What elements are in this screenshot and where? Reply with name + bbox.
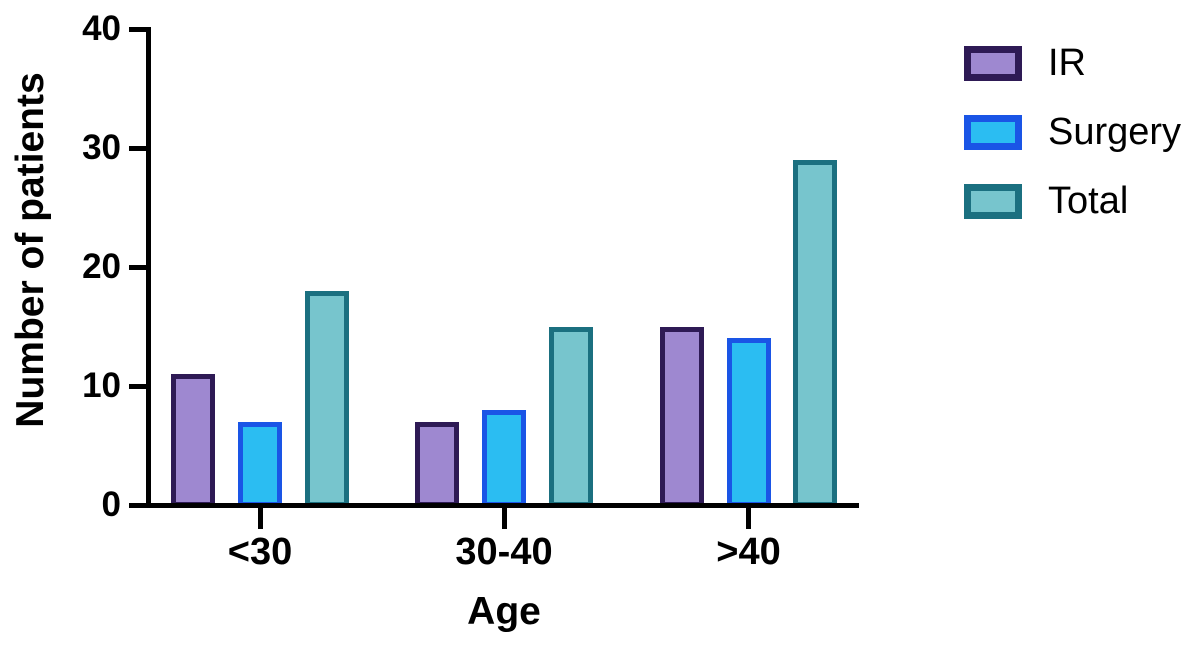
- legend-item-surgery: Surgery: [964, 113, 1181, 151]
- bar-total-3: [793, 159, 838, 507]
- x-tick-label-1: <30: [227, 531, 293, 573]
- bar-surgery-2: [482, 409, 526, 507]
- x-tick-2: [501, 505, 507, 529]
- y-tick-label-20: 20: [82, 247, 121, 286]
- y-axis-line: [145, 26, 151, 508]
- bar-total-2: [548, 326, 593, 507]
- bar-ir-1: [171, 374, 216, 507]
- legend-swatch-ir: [964, 45, 1022, 81]
- x-axis-title: Age: [467, 590, 541, 633]
- y-tick-label-40: 40: [82, 9, 121, 48]
- bar-ir-3: [659, 326, 704, 507]
- bar-total-1: [304, 290, 349, 507]
- y-tick-20: [129, 264, 148, 270]
- x-tick-1: [257, 505, 263, 529]
- legend-item-ir: IR: [964, 44, 1181, 82]
- legend-label-ir: IR: [1048, 42, 1086, 84]
- x-axis-line: [129, 502, 859, 508]
- y-tick-40: [129, 26, 148, 32]
- y-tick-label-0: 0: [101, 485, 121, 524]
- x-tick-label-2: 30-40: [455, 531, 553, 573]
- y-tick-10: [129, 383, 148, 389]
- legend-item-total: Total: [964, 182, 1181, 220]
- legend-swatch-surgery: [964, 114, 1022, 150]
- legend-label-surgery: Surgery: [1048, 111, 1182, 153]
- y-tick-label-10: 10: [82, 366, 121, 405]
- x-tick-label-3: >40: [716, 531, 781, 573]
- legend-label-total: Total: [1048, 180, 1129, 222]
- y-tick-label-30: 30: [82, 128, 121, 167]
- bar-surgery-3: [726, 338, 771, 507]
- bar-surgery-1: [238, 421, 282, 507]
- x-tick-3: [746, 505, 751, 529]
- y-tick-30: [129, 145, 148, 151]
- legend-swatch-total: [964, 183, 1022, 219]
- legend: IR Surgery Total: [964, 44, 1181, 220]
- bar-ir-2: [415, 421, 460, 507]
